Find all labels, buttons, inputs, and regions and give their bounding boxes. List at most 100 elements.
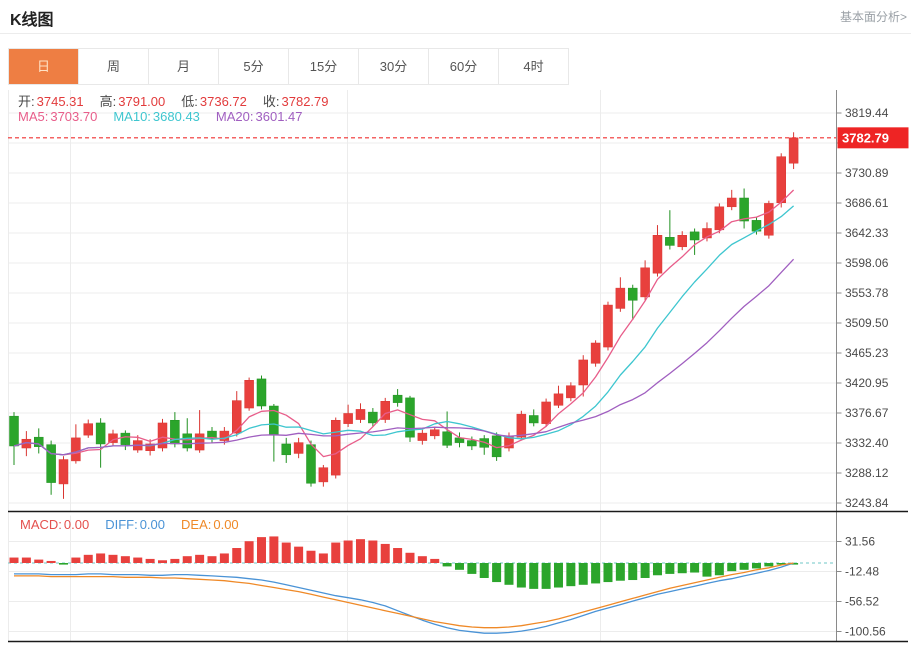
macd-bar[interactable] xyxy=(430,558,440,563)
macd-bar[interactable] xyxy=(244,541,254,563)
macd-bar[interactable] xyxy=(133,557,143,563)
candle[interactable] xyxy=(640,260,650,301)
candle[interactable] xyxy=(714,203,725,234)
tab-m5[interactable]: 5分 xyxy=(219,49,289,84)
candle[interactable] xyxy=(652,225,663,277)
macd-bar[interactable] xyxy=(454,563,464,570)
macd-bar[interactable] xyxy=(393,548,403,563)
macd-bar[interactable] xyxy=(306,550,316,563)
candle[interactable] xyxy=(83,419,93,438)
tab-h4[interactable]: 4时 xyxy=(499,49,568,84)
macd-bar[interactable] xyxy=(380,543,390,563)
macd-bar[interactable] xyxy=(764,563,774,567)
candle[interactable] xyxy=(454,432,465,448)
macd-bar[interactable] xyxy=(269,536,279,563)
macd-bar[interactable] xyxy=(640,563,650,578)
macd-bar[interactable] xyxy=(591,563,601,584)
macd-bar[interactable] xyxy=(417,556,427,563)
macd-bar[interactable] xyxy=(690,563,700,573)
macd-bar[interactable] xyxy=(442,563,452,567)
macd-bar[interactable] xyxy=(541,563,551,589)
candle[interactable] xyxy=(157,418,168,452)
macd-bar[interactable] xyxy=(9,557,19,563)
candle[interactable] xyxy=(726,189,737,211)
candle[interactable] xyxy=(343,404,353,428)
macd-bar[interactable] xyxy=(467,563,477,574)
candle[interactable] xyxy=(541,398,551,428)
candle[interactable] xyxy=(429,427,440,440)
macd-bar[interactable] xyxy=(58,563,68,565)
candle[interactable] xyxy=(702,222,712,242)
macd-bar[interactable] xyxy=(355,539,365,563)
candle[interactable] xyxy=(590,340,601,367)
macd-bar[interactable] xyxy=(615,563,625,581)
macd-bar[interactable] xyxy=(368,540,378,563)
candle[interactable] xyxy=(207,427,217,444)
candle[interactable] xyxy=(528,409,539,427)
candle[interactable] xyxy=(293,437,304,459)
macd-bar[interactable] xyxy=(120,556,130,563)
macd-bar[interactable] xyxy=(71,557,81,563)
candle[interactable] xyxy=(405,395,415,442)
macd-bar[interactable] xyxy=(714,563,724,576)
candle[interactable] xyxy=(9,412,19,465)
tab-week[interactable]: 周 xyxy=(79,49,149,84)
macd-bar[interactable] xyxy=(727,563,737,572)
candle[interactable] xyxy=(244,377,254,411)
macd-bar[interactable] xyxy=(603,563,613,583)
candle[interactable] xyxy=(479,435,489,455)
macd-bar[interactable] xyxy=(504,563,514,585)
candle[interactable] xyxy=(677,231,687,251)
macd-bar[interactable] xyxy=(665,563,675,574)
macd-bar[interactable] xyxy=(789,563,799,565)
candle[interactable] xyxy=(392,389,403,407)
candle[interactable] xyxy=(33,428,44,454)
macd-bar[interactable] xyxy=(294,546,304,563)
candle[interactable] xyxy=(71,424,81,464)
candle[interactable] xyxy=(231,391,242,437)
tab-m15[interactable]: 15分 xyxy=(289,49,359,84)
candle[interactable] xyxy=(553,385,564,409)
candle[interactable] xyxy=(269,403,279,462)
macd-bar[interactable] xyxy=(702,563,712,577)
macd-bar[interactable] xyxy=(108,554,118,563)
macd-bar[interactable] xyxy=(677,563,687,574)
macd-bar[interactable] xyxy=(739,563,749,570)
macd-bar[interactable] xyxy=(145,558,155,563)
candle[interactable] xyxy=(627,284,638,320)
candle[interactable] xyxy=(603,301,613,351)
candle[interactable] xyxy=(566,382,576,402)
candle[interactable] xyxy=(281,437,291,463)
macd-bar[interactable] xyxy=(405,552,415,563)
macd-bar[interactable] xyxy=(182,556,192,563)
candle[interactable] xyxy=(318,464,329,487)
macd-bar[interactable] xyxy=(343,540,353,563)
candle[interactable] xyxy=(58,456,69,499)
macd-bar[interactable] xyxy=(256,537,266,563)
macd-bar[interactable] xyxy=(652,563,662,576)
macd-bar[interactable] xyxy=(628,563,638,581)
candle[interactable] xyxy=(108,429,118,446)
macd-bar[interactable] xyxy=(170,558,180,563)
candle[interactable] xyxy=(46,440,56,495)
macd-bar[interactable] xyxy=(46,560,56,563)
candle[interactable] xyxy=(182,418,192,452)
macd-bar[interactable] xyxy=(195,554,205,563)
macd-bar[interactable] xyxy=(21,557,31,563)
macd-bar[interactable] xyxy=(207,556,217,563)
candle[interactable] xyxy=(380,397,390,423)
macd-bar[interactable] xyxy=(34,559,44,563)
macd-bar[interactable] xyxy=(776,563,786,565)
candle[interactable] xyxy=(578,355,588,397)
tab-m60[interactable]: 60分 xyxy=(429,49,499,84)
candle[interactable] xyxy=(417,429,428,445)
macd-bar[interactable] xyxy=(566,563,576,587)
macd-bar[interactable] xyxy=(751,563,761,569)
macd-bar[interactable] xyxy=(529,563,539,589)
candle[interactable] xyxy=(689,228,700,255)
candle[interactable] xyxy=(764,200,774,239)
macd-bar[interactable] xyxy=(578,563,588,585)
fundamental-analysis-link[interactable]: 基本面分析> xyxy=(839,10,907,24)
candle[interactable] xyxy=(95,418,106,468)
